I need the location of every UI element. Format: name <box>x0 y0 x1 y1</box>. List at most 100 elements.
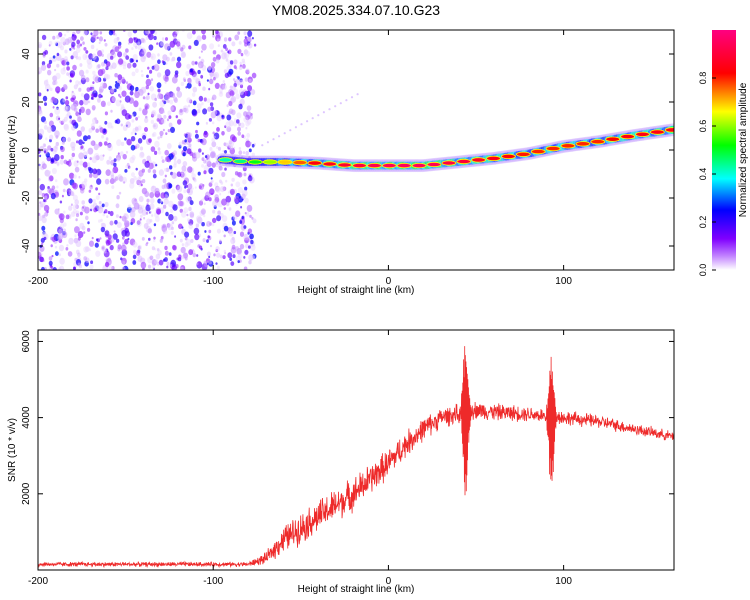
noise-speckle <box>54 130 60 138</box>
noise-speckle <box>104 201 109 208</box>
noise-speckle <box>244 77 249 82</box>
noise-speckle <box>244 212 247 215</box>
noise-speckle <box>132 62 137 68</box>
noise-speckle <box>60 67 66 75</box>
noise-speckle <box>166 261 170 266</box>
noise-speckle <box>223 249 226 253</box>
noise-speckle <box>216 126 220 132</box>
noise-speckle <box>186 188 191 194</box>
noise-speckle <box>202 238 206 243</box>
noise-speckle <box>117 51 123 58</box>
noise-speckle <box>203 170 207 175</box>
noise-speckle <box>168 115 172 119</box>
noise-speckle <box>43 125 48 130</box>
noise-speckle <box>215 246 220 252</box>
noise-speckle <box>177 158 182 165</box>
noise-speckle <box>177 119 182 125</box>
noise-speckle <box>57 41 63 49</box>
noise-speckle <box>41 242 44 246</box>
noise-speckle <box>74 234 77 238</box>
signal-peak <box>664 127 674 133</box>
noise-speckle <box>44 150 47 154</box>
noise-speckle <box>148 162 154 170</box>
noise-speckle <box>77 262 81 267</box>
noise-speckle <box>86 151 89 154</box>
noise-speckle <box>100 68 106 75</box>
noise-speckle <box>137 245 141 250</box>
noise-speckle <box>80 36 84 41</box>
noise-speckle <box>179 208 183 213</box>
snr-ylabel: SNR (10 * v/v) <box>7 418 18 482</box>
noise-speckle <box>198 185 202 190</box>
noise-speckle <box>142 108 148 116</box>
noise-speckle <box>82 141 85 145</box>
streak-point <box>356 93 359 96</box>
noise-speckle <box>156 113 162 119</box>
noise-speckle <box>151 264 155 269</box>
noise-speckle <box>235 78 241 86</box>
noise-speckle <box>47 69 52 76</box>
noise-speckle <box>91 93 95 98</box>
noise-speckle <box>82 161 88 168</box>
noise-speckle <box>223 83 226 86</box>
noise-speckle <box>208 65 212 70</box>
noise-speckle <box>115 118 121 125</box>
noise-speckle <box>227 191 230 194</box>
noise-speckle <box>113 179 117 183</box>
noise-speckle <box>171 172 177 179</box>
noise-speckle <box>221 198 227 206</box>
noise-speckle <box>177 200 183 207</box>
noise-speckle <box>215 30 219 35</box>
noise-speckle <box>129 210 136 218</box>
noise-speckle <box>240 205 243 209</box>
noise-speckle <box>198 64 201 68</box>
noise-speckle <box>79 222 85 230</box>
spectrogram-ytick-label: 20 <box>21 96 32 108</box>
noise-speckle <box>238 122 242 127</box>
noise-speckle <box>147 264 152 269</box>
noise-speckle <box>109 88 115 95</box>
noise-speckle <box>219 192 222 196</box>
noise-speckle <box>86 87 91 92</box>
noise-speckle <box>113 37 119 44</box>
noise-speckle <box>156 82 162 89</box>
noise-speckle <box>91 53 97 60</box>
noise-speckle <box>130 136 136 142</box>
noise-speckle <box>221 215 228 223</box>
noise-speckle <box>228 37 232 42</box>
noise-speckle <box>164 168 167 172</box>
noise-speckle <box>224 251 227 255</box>
signal-peak <box>471 157 487 163</box>
noise-speckle <box>81 181 87 188</box>
noise-speckle <box>58 117 61 121</box>
noise-speckle <box>60 36 66 45</box>
noise-speckle <box>75 213 80 218</box>
noise-speckle <box>190 239 194 243</box>
streak-point <box>311 117 314 120</box>
noise-speckle <box>169 165 173 170</box>
noise-speckle <box>90 260 94 265</box>
noise-speckle <box>138 196 144 203</box>
colorbar-gradient <box>712 30 736 270</box>
colorbar-tick-label: 0.4 <box>698 168 708 181</box>
noise-speckle <box>104 261 110 268</box>
noise-speckle <box>78 175 81 179</box>
noise-speckle <box>104 120 108 125</box>
noise-speckle <box>156 208 162 215</box>
noise-speckle <box>150 119 155 124</box>
noise-speckle <box>52 267 57 270</box>
noise-speckle <box>196 121 200 126</box>
noise-speckle <box>182 146 188 152</box>
noise-speckle <box>164 43 170 51</box>
noise-speckle <box>49 175 54 182</box>
noise-speckle <box>66 66 70 71</box>
noise-speckle <box>75 240 82 248</box>
noise-speckle <box>43 195 48 200</box>
noise-speckle <box>212 56 217 62</box>
noise-speckle <box>216 38 220 42</box>
noise-speckle <box>151 133 155 137</box>
noise-speckle <box>222 84 227 90</box>
noise-speckle <box>242 64 246 69</box>
noise-speckle <box>71 125 76 131</box>
noise-speckle <box>221 115 224 118</box>
